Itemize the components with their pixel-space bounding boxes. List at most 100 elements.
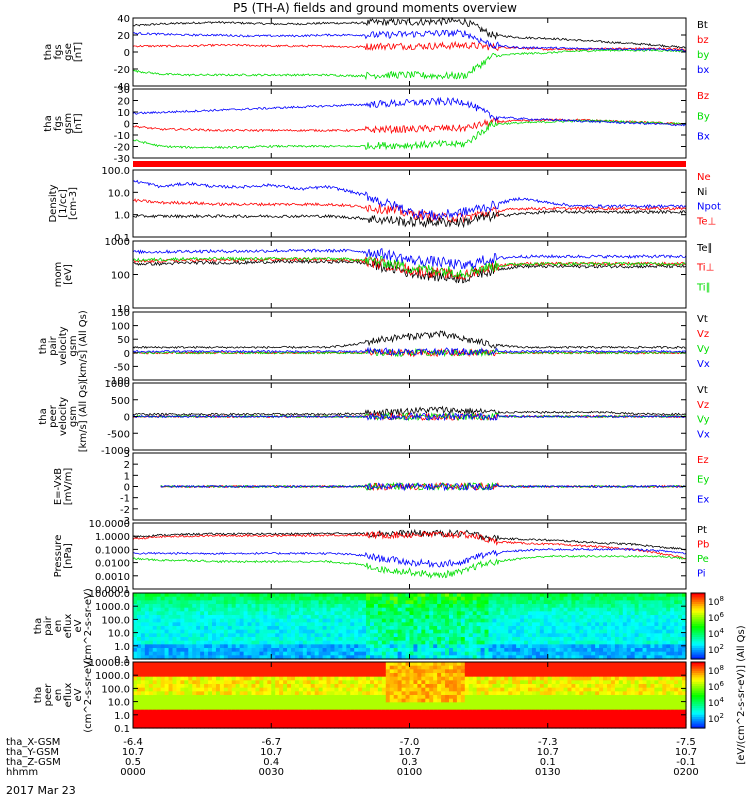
spectrogram-cell [670, 637, 675, 642]
spectrogram-cell [587, 655, 592, 660]
spectrogram-cell [330, 648, 336, 653]
spectrogram-cell [476, 669, 482, 674]
spectrogram-cell [283, 720, 288, 725]
spectrogram-cell [334, 615, 339, 620]
spectrogram-cell [310, 633, 316, 638]
spectrogram-cell [480, 655, 486, 660]
spectrogram-cell [567, 626, 573, 631]
spectrogram-cell [239, 698, 245, 703]
y-axis-label-line: tha [38, 338, 49, 354]
spectrogram-cell [144, 680, 150, 685]
spectrogram-cell [472, 648, 478, 653]
spectrogram-cell [524, 676, 529, 681]
spectrogram-cell [389, 706, 395, 711]
spectrogram-cell [516, 684, 521, 689]
spectrogram-cell [393, 593, 399, 598]
spectrogram-cell [176, 691, 181, 696]
spectrogram-cell [630, 622, 636, 627]
spectrogram-cell [599, 615, 604, 620]
spectrogram-cell [291, 596, 296, 601]
spectrogram-cell [516, 673, 521, 678]
spectrogram-cell [441, 633, 446, 638]
spectrogram-cell [306, 717, 312, 722]
spectrogram-cell [298, 669, 304, 674]
spectrogram-cell [287, 676, 292, 681]
spectrogram-cell [263, 648, 268, 653]
spectrogram-cell [472, 709, 478, 714]
spectrogram-cell [547, 648, 553, 653]
spectrogram-cell [366, 633, 371, 638]
spectrogram-cell [579, 629, 584, 634]
spectrogram-cell [524, 622, 529, 627]
spectrogram-cell [184, 596, 189, 601]
spectrogram-cell [377, 644, 383, 649]
spectrogram-cell [539, 655, 545, 660]
spectrogram-cell [634, 618, 640, 623]
spectrogram-cell [133, 637, 138, 642]
spectrogram-cell [204, 680, 209, 685]
spectrogram-cell [449, 622, 454, 627]
spectrogram-cell [279, 673, 284, 678]
spectrogram-cell [595, 626, 600, 631]
spectrogram-cell [298, 607, 304, 612]
spectrogram-cell [291, 604, 296, 609]
spectrogram-cell [231, 724, 237, 729]
spectrogram-cell [283, 680, 288, 685]
spectrogram-cell [275, 706, 280, 711]
spectrogram-cell [622, 626, 628, 631]
spectrogram-cell [370, 604, 375, 609]
spectrogram-cell [267, 629, 272, 634]
spectrogram-cell [358, 673, 363, 678]
spectrogram-cell [306, 633, 312, 638]
spectrogram-cell [362, 618, 367, 623]
spectrogram-cell [172, 607, 178, 612]
spectrogram-cell [204, 593, 209, 598]
spectrogram-cell [342, 593, 347, 598]
spectrogram-cell [528, 698, 533, 703]
spectrogram-cell [433, 626, 438, 631]
spectrogram-cell [508, 651, 513, 656]
spectrogram-cell [583, 626, 588, 631]
spectrogram-cell [385, 673, 391, 678]
spectrogram-cell [516, 676, 521, 681]
spectrogram-cell [405, 644, 411, 649]
spectrogram-cell [235, 717, 241, 722]
spectrogram-cell [322, 626, 328, 631]
spectrogram-cell [208, 651, 213, 656]
spectrogram-cell [219, 655, 225, 660]
spectrogram-cell [662, 618, 667, 623]
spectrogram-cell [200, 706, 205, 711]
spectrogram-cell [377, 593, 383, 598]
spectrogram-cell [583, 684, 588, 689]
spectrogram-cell [350, 662, 355, 667]
spectrogram-cell [484, 629, 490, 634]
spectrogram-cell [666, 596, 671, 601]
spectrogram-cell [176, 698, 181, 703]
spectrogram-cell [464, 607, 470, 612]
spectrogram-cell [133, 709, 138, 714]
spectrogram-cell [492, 717, 497, 722]
spectrogram-cell [666, 607, 671, 612]
spectrogram-cell [512, 669, 517, 674]
spectrogram-cell [160, 629, 166, 634]
spectrogram-cell [488, 611, 494, 616]
spectrogram-cell [251, 673, 257, 678]
spectrogram-cell [610, 626, 616, 631]
spectrogram-cell [287, 665, 292, 670]
spectrogram-cell [666, 637, 671, 642]
spectrogram-cell [192, 596, 197, 601]
spectrogram-cell [306, 596, 312, 601]
spectrogram-cell [413, 698, 418, 703]
spectrogram-cell [350, 648, 355, 653]
spectrogram-cell [650, 648, 655, 653]
spectrogram-cell [283, 695, 288, 700]
spectrogram-cell [409, 607, 415, 612]
spectrogram-cell [152, 648, 158, 653]
spectrogram-cell [330, 618, 336, 623]
spectrogram-cell [492, 604, 497, 609]
spectrogram-cell [638, 648, 644, 653]
spectrogram-cell [243, 640, 249, 645]
spectrogram-cell [433, 669, 438, 674]
spectrogram-cell [678, 644, 683, 649]
spectrogram-cell [279, 648, 284, 653]
